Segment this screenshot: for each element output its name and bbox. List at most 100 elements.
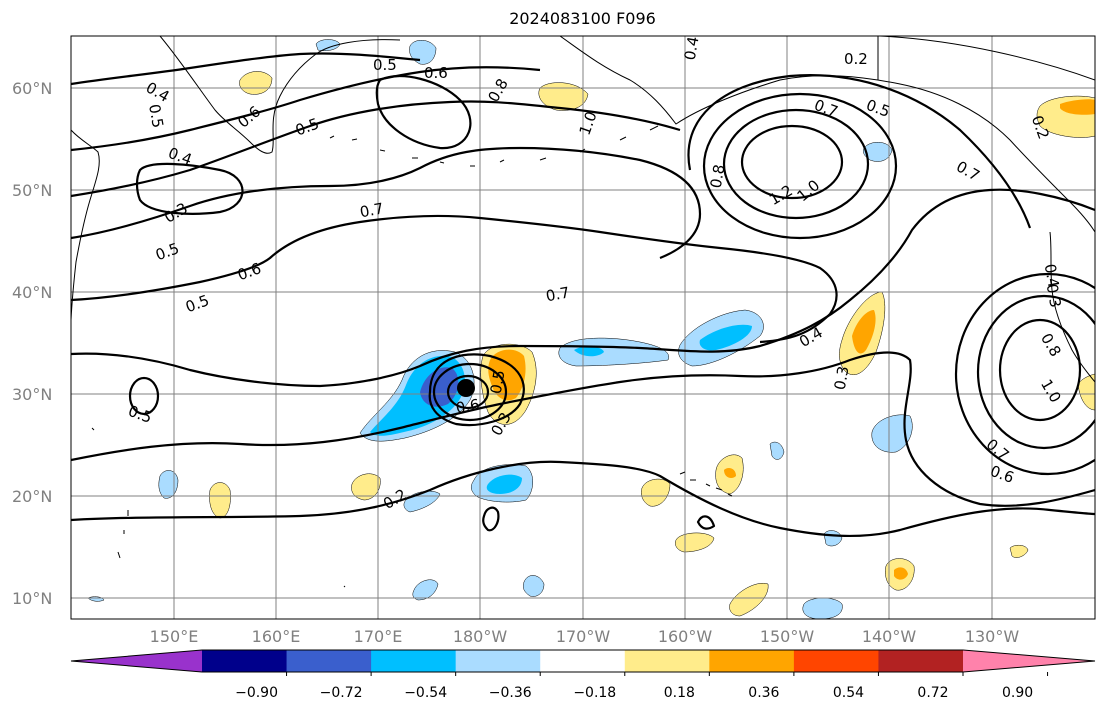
negative-anomaly-patch bbox=[486, 474, 522, 494]
lon-label: 160°E bbox=[252, 627, 301, 646]
positive-anomaly-patch bbox=[1077, 373, 1095, 411]
contour-line bbox=[71, 214, 838, 344]
colorbar-tick-label: 0.72 bbox=[917, 685, 948, 701]
contour-label: 0.5 bbox=[145, 103, 167, 130]
lat-label: 40°N bbox=[12, 283, 52, 302]
lon-label: 170°W bbox=[556, 627, 611, 646]
colorbar-tick-label: 0.54 bbox=[833, 685, 864, 701]
positive-anomaly-patch bbox=[724, 468, 736, 478]
contour-label: 0.4 bbox=[1041, 262, 1063, 289]
contour-line bbox=[696, 515, 716, 530]
negative-anomaly-patch bbox=[523, 575, 545, 597]
pacific-islands bbox=[91, 427, 1000, 588]
positive-anomaly-patch bbox=[641, 478, 671, 507]
lat-label: 10°N bbox=[12, 589, 52, 608]
colorbar-extend-high bbox=[963, 650, 1095, 672]
contour-line bbox=[722, 108, 870, 220]
colorbar-tick-label: −0.72 bbox=[320, 685, 363, 701]
contour-line bbox=[128, 376, 160, 416]
map-title: 2024083100 F096 bbox=[509, 9, 656, 28]
border-line bbox=[877, 36, 1095, 81]
contour-label: 0.6 bbox=[424, 64, 448, 82]
negative-anomaly-patch bbox=[558, 337, 670, 367]
colorbar-segment bbox=[455, 650, 541, 672]
north-america-coastline bbox=[1049, 231, 1095, 383]
lon-label: 160°W bbox=[658, 627, 713, 646]
lat-label: 30°N bbox=[12, 385, 52, 404]
colorbar-tick-label: 0.18 bbox=[664, 685, 695, 701]
contour-line bbox=[432, 362, 508, 422]
contour-line bbox=[702, 92, 898, 240]
contour-label: 0.5 bbox=[373, 56, 397, 74]
contour-label: 0.6 bbox=[454, 395, 481, 417]
contour-line bbox=[71, 146, 702, 260]
contour-line bbox=[71, 460, 1095, 538]
contour-line bbox=[428, 353, 525, 427]
contour-line bbox=[135, 162, 244, 215]
contour-line bbox=[71, 52, 421, 86]
negative-anomaly-patch bbox=[409, 40, 437, 65]
lon-label: 150°W bbox=[760, 627, 815, 646]
colorbar-segment bbox=[878, 650, 964, 672]
contour-line bbox=[71, 66, 541, 152]
contour-label: 0.7 bbox=[544, 283, 571, 305]
contour-label: 0.3 bbox=[1043, 282, 1065, 309]
lat-label: 60°N bbox=[12, 79, 52, 98]
lat-label: 20°N bbox=[12, 487, 52, 506]
map-frame bbox=[70, 35, 1096, 620]
colorbar-tick-label: 0.90 bbox=[1002, 685, 1033, 701]
contour-line bbox=[71, 100, 681, 198]
colorbar-segment bbox=[286, 650, 372, 672]
contour-line bbox=[740, 124, 844, 200]
contour-label: 0.8 bbox=[707, 163, 729, 190]
contour-line bbox=[687, 74, 1032, 229]
longitude-labels: 150°E 160°E 170°E 180°W 170°W 160°W 150°… bbox=[150, 627, 1020, 646]
colorbar-tick-label: −0.90 bbox=[235, 685, 278, 701]
positive-anomaly-patch bbox=[894, 567, 908, 580]
contour-line bbox=[482, 506, 500, 532]
lat-label: 50°N bbox=[12, 181, 52, 200]
positive-anomaly-patch bbox=[1009, 545, 1029, 558]
contour-line bbox=[954, 272, 1095, 476]
lon-label: 140°W bbox=[862, 627, 917, 646]
contour-line bbox=[446, 374, 490, 410]
colorbar-segment bbox=[624, 650, 710, 672]
contour-label: 0.5 bbox=[487, 369, 509, 396]
lon-label: 170°E bbox=[354, 627, 403, 646]
colorbar-tick-label: −0.18 bbox=[573, 685, 616, 701]
lon-label: 130°W bbox=[965, 627, 1020, 646]
contour-lines bbox=[71, 52, 1095, 538]
positive-anomaly-patch bbox=[538, 82, 589, 111]
negative-anomaly-patch bbox=[574, 346, 604, 357]
colorbar-segment bbox=[540, 650, 626, 672]
colorbar-tick-label: −0.36 bbox=[489, 685, 532, 701]
contour-line bbox=[998, 318, 1082, 422]
colorbar-segment bbox=[793, 650, 879, 672]
colorbar-tick-label: −0.54 bbox=[404, 685, 447, 701]
lon-label: 150°E bbox=[150, 627, 199, 646]
contour-label: 0.7 bbox=[358, 199, 385, 221]
cyclone-center-marker bbox=[457, 379, 475, 397]
negative-anomaly-patch bbox=[699, 324, 752, 351]
positive-anomaly-patch bbox=[351, 473, 381, 501]
colorbar-segment bbox=[371, 650, 457, 672]
lon-label: 180°W bbox=[453, 627, 508, 646]
colorbar-tick-label: 0.36 bbox=[748, 685, 779, 701]
colorbar-outline bbox=[70, 649, 1096, 673]
contour-line bbox=[375, 75, 472, 150]
negative-anomaly-patch bbox=[802, 597, 843, 619]
negative-anomaly-patch bbox=[412, 579, 439, 601]
colorbar-segment bbox=[709, 650, 795, 672]
contour-label: 0.2 bbox=[844, 50, 868, 68]
colorbar: −0.90 −0.72 −0.54 −0.36 −0.18 0.18 0.36 0.54 0.7… bbox=[70, 649, 1096, 701]
positive-anomaly-patch bbox=[852, 310, 876, 354]
negative-anomaly-patch bbox=[863, 142, 893, 162]
positive-anomaly-patch bbox=[209, 482, 231, 519]
negative-anomaly-patch bbox=[769, 441, 785, 460]
contour-line bbox=[71, 188, 1095, 388]
contour-label: 0.4 bbox=[681, 35, 703, 62]
contour-line bbox=[976, 294, 1095, 450]
contour-label: 0.3 bbox=[831, 365, 853, 392]
positive-anomaly-patch bbox=[488, 349, 526, 401]
